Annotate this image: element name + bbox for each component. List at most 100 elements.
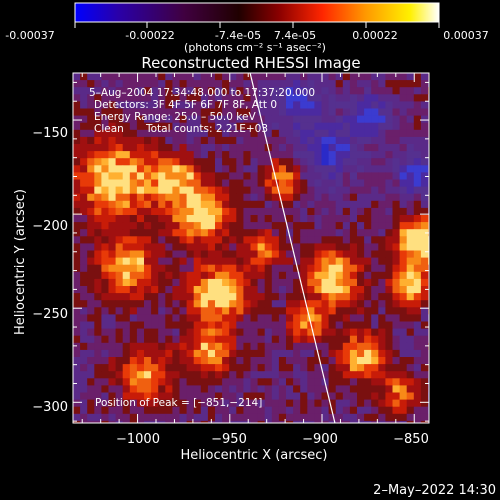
image-pixel — [406, 151, 415, 159]
colorbar-gradient — [74, 2, 440, 23]
image-pixel — [406, 286, 415, 294]
image-pixel — [215, 236, 223, 244]
image-pixel — [87, 115, 95, 124]
image-pixel — [229, 80, 237, 88]
image-pixel — [151, 172, 159, 180]
image-pixel — [151, 399, 159, 408]
image-pixel — [406, 243, 415, 251]
image-pixel — [349, 364, 358, 372]
image-pixel — [87, 286, 95, 294]
image-pixel — [186, 172, 195, 180]
image-pixel — [300, 286, 308, 294]
image-pixel — [193, 300, 202, 308]
image-pixel — [115, 144, 124, 152]
image-pixel — [136, 278, 145, 287]
image-pixel — [413, 122, 422, 131]
image-pixel — [349, 229, 358, 237]
image-pixel — [286, 122, 294, 131]
image-pixel — [108, 321, 116, 329]
image-pixel — [129, 413, 138, 422]
image-pixel — [94, 286, 102, 294]
image-pixel — [165, 335, 173, 344]
image-pixel — [378, 186, 386, 195]
image-pixel — [257, 94, 266, 102]
image-pixel — [186, 364, 195, 372]
image-pixel — [215, 293, 223, 301]
image-pixel — [101, 399, 109, 408]
image-pixel — [186, 349, 195, 358]
image-pixel — [172, 144, 180, 152]
image-pixel — [335, 278, 344, 287]
image-pixel — [215, 207, 223, 216]
image-pixel — [207, 278, 216, 287]
image-pixel — [357, 264, 365, 273]
image-pixel — [286, 335, 294, 344]
image-pixel — [364, 186, 372, 195]
image-pixel — [413, 94, 422, 102]
image-pixel — [151, 349, 159, 358]
image-pixel — [286, 392, 294, 400]
image-pixel — [357, 80, 365, 88]
image-pixel — [193, 257, 202, 266]
image-pixel — [193, 385, 202, 393]
image-pixel — [215, 399, 223, 408]
image-pixel — [264, 250, 273, 258]
image-pixel — [364, 229, 372, 237]
image-pixel — [307, 165, 315, 173]
image-pixel — [179, 371, 187, 379]
image-pixel — [321, 364, 329, 372]
colorbar-tick-label: -0.00022 — [125, 29, 174, 42]
image-pixel — [286, 257, 294, 266]
image-pixel — [101, 293, 109, 301]
image-pixel — [222, 101, 230, 109]
image-pixel — [342, 207, 351, 216]
image-pixel — [172, 243, 180, 251]
image-pixel — [264, 293, 273, 301]
image-pixel — [94, 193, 102, 202]
image-pixel — [73, 271, 81, 280]
image-pixel — [222, 73, 230, 81]
image-pixel — [215, 80, 223, 88]
image-pixel — [278, 122, 287, 131]
image-pixel — [307, 349, 315, 358]
image-pixel — [87, 392, 95, 400]
image-pixel — [136, 307, 145, 315]
image-pixel — [342, 87, 351, 95]
image-pixel — [406, 215, 415, 223]
image-pixel — [87, 328, 95, 337]
image-pixel — [257, 307, 266, 315]
image-pixel — [406, 222, 415, 230]
image-pixel — [385, 385, 393, 393]
image-pixel — [101, 193, 109, 202]
image-pixel — [87, 73, 95, 81]
image-pixel — [229, 144, 237, 152]
image-pixel — [250, 207, 258, 216]
image-pixel — [193, 172, 202, 180]
image-pixel — [278, 293, 287, 301]
image-pixel — [200, 264, 209, 273]
image-pixel — [278, 165, 287, 173]
image-pixel — [129, 250, 138, 258]
image-pixel — [264, 335, 273, 344]
image-pixel — [413, 399, 422, 408]
image-pixel — [215, 115, 223, 124]
image-pixel — [406, 406, 415, 415]
image-pixel — [243, 349, 251, 358]
image-pixel — [300, 257, 308, 266]
image-pixel — [300, 115, 308, 124]
image-pixel — [357, 73, 365, 81]
image-pixel — [165, 271, 173, 280]
image-pixel — [264, 286, 273, 294]
image-pixel — [94, 335, 102, 344]
image-pixel — [115, 186, 124, 195]
image-pixel — [257, 144, 266, 152]
image-pixel — [399, 385, 408, 393]
image-pixel — [278, 250, 287, 258]
image-pixel — [215, 335, 223, 344]
image-pixel — [271, 101, 280, 109]
image-pixel — [321, 200, 329, 209]
image-pixel — [364, 349, 372, 358]
image-pixel — [115, 335, 124, 344]
image-pixel — [250, 94, 258, 102]
image-pixel — [229, 151, 237, 159]
